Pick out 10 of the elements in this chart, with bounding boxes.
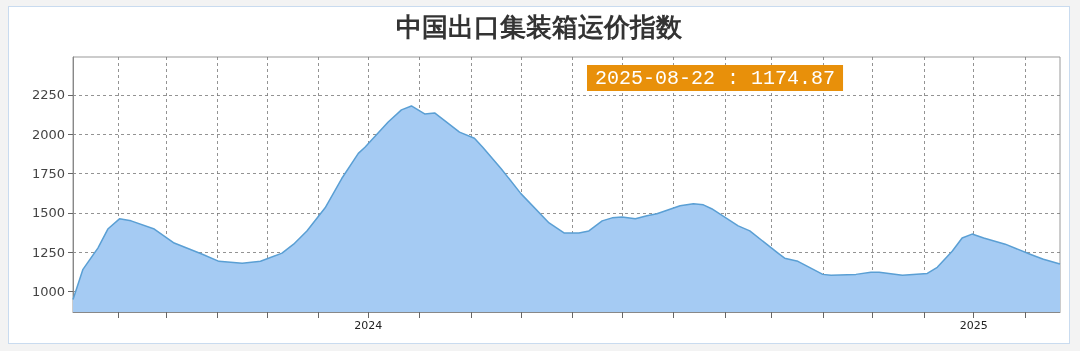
y-tick-label: 1750 [31,165,65,181]
y-tick-label: 2000 [31,126,65,142]
annotation: 2025-08-22 : 1174.87 [595,66,836,90]
y-tick-label: 2250 [31,87,65,103]
x-tick-label: 2024 [354,319,383,332]
x-tick-label: 2025 [959,319,988,332]
y-tick-label: 1250 [31,244,65,260]
y-tick-label: 1000 [31,284,65,300]
y-tick-label: 1500 [31,205,65,221]
chart-title: 中国出口集装箱运价指数 [396,12,683,42]
